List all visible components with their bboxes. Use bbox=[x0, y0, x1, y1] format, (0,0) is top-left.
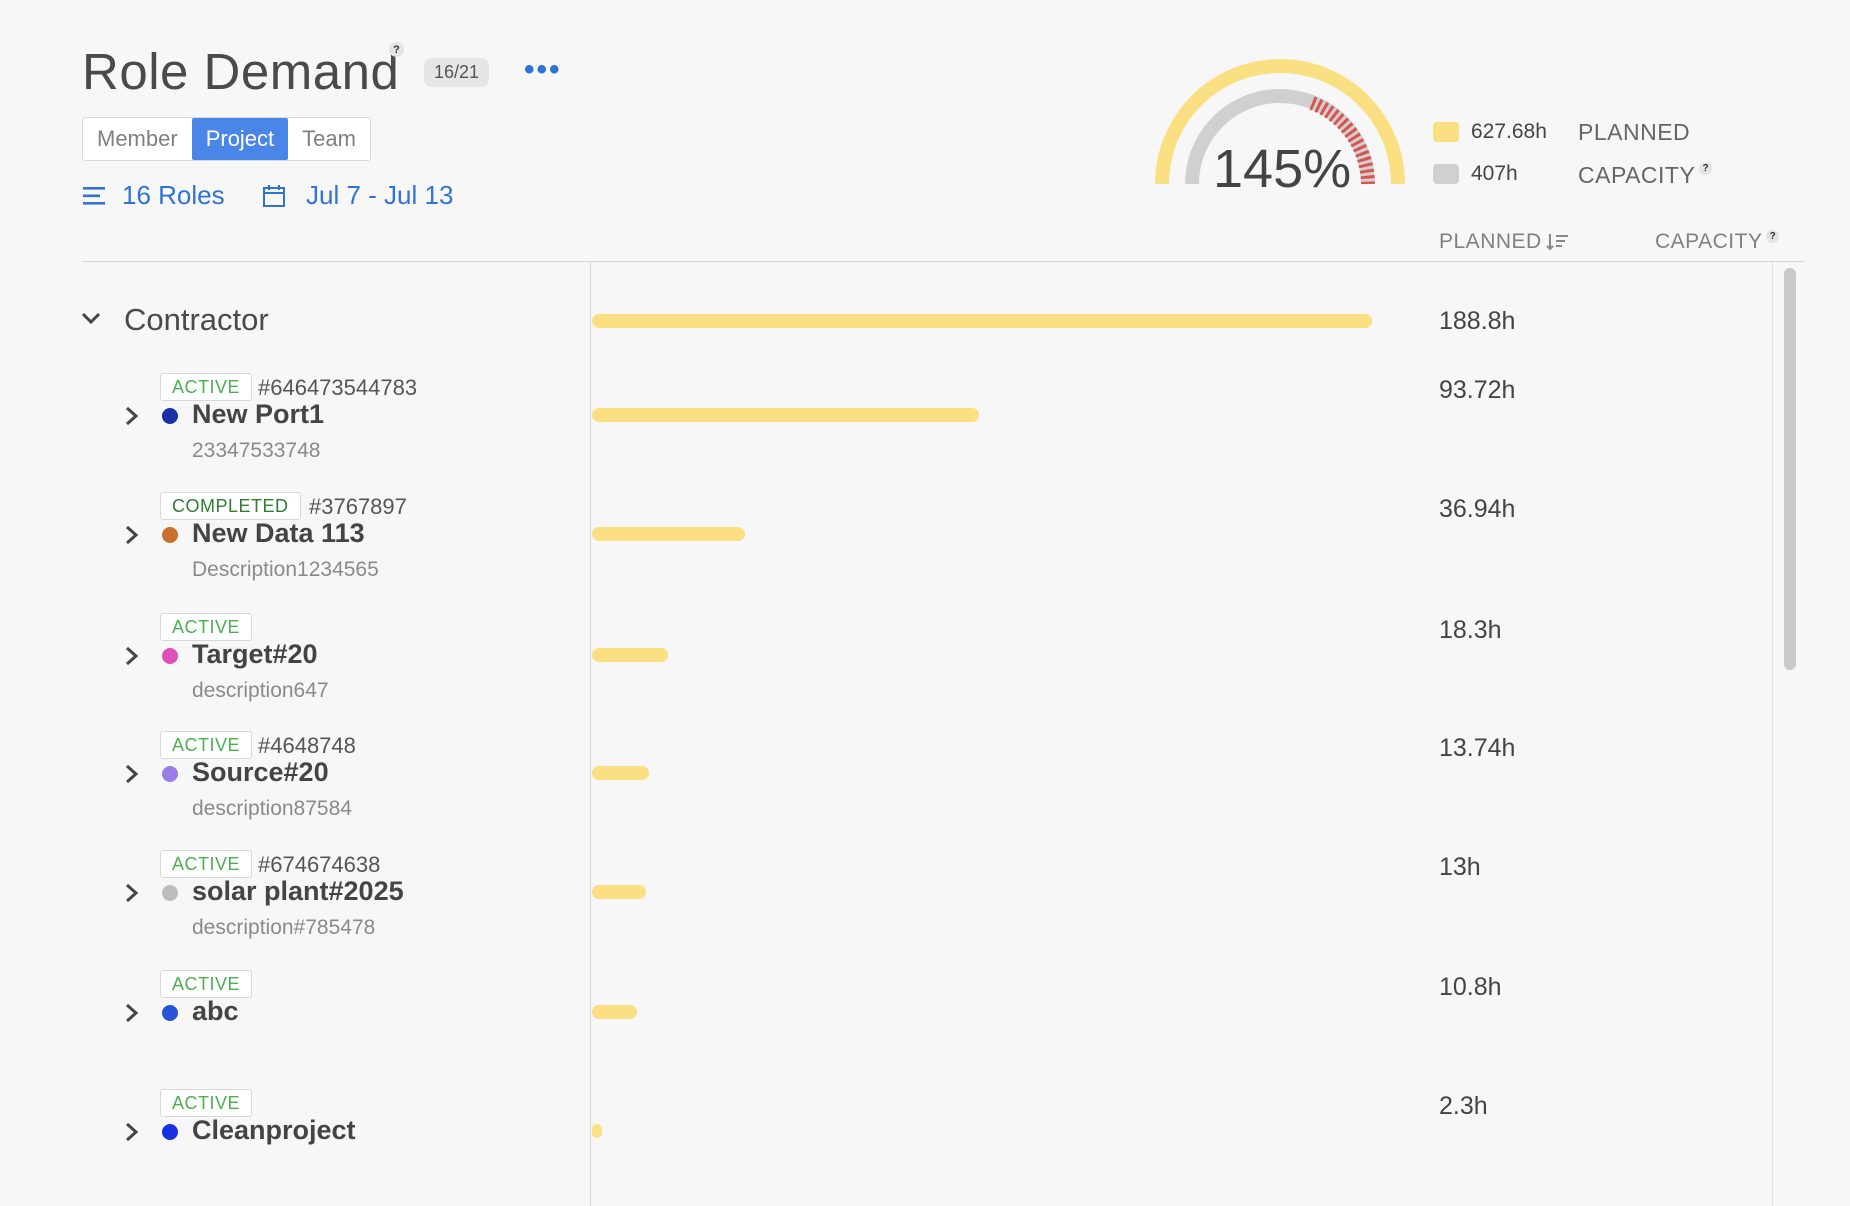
capacity-column-header[interactable]: CAPACITY ? bbox=[1655, 230, 1780, 254]
capacity-total: 407h bbox=[1471, 162, 1518, 185]
legend-planned-label: PLANNED bbox=[1578, 119, 1691, 145]
sort-icon[interactable] bbox=[1545, 232, 1570, 252]
project-planned-bar bbox=[592, 1124, 602, 1138]
project-planned-hours: 2.3h bbox=[1439, 1092, 1488, 1120]
capacity-column-label: CAPACITY bbox=[1655, 230, 1763, 253]
utilization-gauge bbox=[1155, 59, 1405, 185]
project-planned-bar bbox=[592, 885, 646, 899]
view-toggle: Member Project Team bbox=[82, 117, 371, 161]
planned-column-label: PLANNED bbox=[1439, 230, 1542, 253]
chevron-right-icon[interactable] bbox=[124, 1122, 140, 1142]
project-color-dot bbox=[162, 1124, 178, 1140]
project-name[interactable]: Source#20 bbox=[192, 757, 329, 787]
tab-team[interactable]: Team bbox=[302, 126, 356, 151]
chevron-right-icon[interactable] bbox=[124, 406, 140, 426]
status-badge: ACTIVE bbox=[160, 1089, 253, 1117]
list-icon bbox=[83, 186, 105, 205]
project-planned-hours: 36.94h bbox=[1439, 495, 1516, 523]
planned-arc bbox=[1155, 59, 1405, 185]
project-planned-bar bbox=[592, 1005, 637, 1019]
project-color-dot bbox=[162, 648, 178, 664]
legend-capacity-label-text: CAPACITY bbox=[1578, 162, 1696, 188]
roles-filter[interactable]: 16 Roles bbox=[82, 180, 225, 211]
over-capacity-arc bbox=[1309, 96, 1375, 185]
group-name[interactable]: Contractor bbox=[124, 302, 269, 337]
project-color-dot bbox=[162, 766, 178, 782]
project-color-dot bbox=[162, 1005, 178, 1021]
tab-project[interactable]: Project bbox=[191, 118, 289, 160]
status-badge: ACTIVE bbox=[160, 850, 253, 878]
planned-swatch bbox=[1433, 122, 1459, 142]
planned-column-header[interactable]: PLANNED bbox=[1439, 230, 1570, 254]
status-badge: ACTIVE bbox=[160, 373, 253, 401]
status-badge: ACTIVE bbox=[160, 731, 253, 759]
date-range-picker[interactable]: Jul 7 - Jul 13 bbox=[262, 180, 453, 211]
project-planned-bar bbox=[592, 766, 649, 780]
capacity-help-icon[interactable]: ? bbox=[1699, 162, 1713, 175]
capacity-arc bbox=[1185, 89, 1375, 185]
project-name[interactable]: solar plant#2025 bbox=[192, 876, 404, 906]
help-icon[interactable]: ? bbox=[389, 42, 404, 57]
project-description: Description1234565 bbox=[192, 558, 379, 581]
project-name[interactable]: New Data 113 bbox=[192, 518, 365, 548]
capacity-column-help-icon[interactable]: ? bbox=[1766, 230, 1780, 243]
capacity-swatch bbox=[1433, 164, 1459, 184]
calendar-icon bbox=[263, 184, 285, 207]
project-id: #4648748 bbox=[258, 733, 356, 758]
project-description: description87584 bbox=[192, 797, 352, 820]
page-title: Role Demand bbox=[82, 43, 400, 100]
project-name[interactable]: New Port1 bbox=[192, 399, 325, 429]
date-range-label: Jul 7 - Jul 13 bbox=[306, 180, 454, 210]
project-planned-hours: 18.3h bbox=[1439, 616, 1502, 644]
project-color-dot bbox=[162, 885, 178, 901]
scrollbar-thumb[interactable] bbox=[1784, 268, 1796, 670]
column-divider bbox=[590, 262, 591, 1206]
project-planned-bar bbox=[592, 648, 668, 662]
chevron-right-icon[interactable] bbox=[124, 883, 140, 903]
tab-member[interactable]: Member bbox=[97, 126, 178, 151]
project-name[interactable]: abc bbox=[192, 996, 239, 1026]
group-planned-hours: 188.8h bbox=[1439, 307, 1516, 335]
project-planned-hours: 13h bbox=[1439, 853, 1481, 881]
project-color-dot bbox=[162, 527, 178, 543]
project-color-dot bbox=[162, 408, 178, 424]
project-id: #646473544783 bbox=[258, 375, 418, 400]
project-id: #3767897 bbox=[309, 494, 407, 519]
chevron-down-icon[interactable] bbox=[80, 310, 102, 326]
capacity-column-divider bbox=[1772, 262, 1773, 1206]
status-badge: ACTIVE bbox=[160, 970, 253, 998]
project-name[interactable]: Target#20 bbox=[192, 639, 318, 669]
project-description: 23347533748 bbox=[192, 439, 321, 462]
project-planned-hours: 13.74h bbox=[1439, 734, 1516, 762]
project-planned-bar bbox=[592, 527, 745, 541]
chevron-right-icon[interactable] bbox=[124, 646, 140, 666]
chevron-right-icon[interactable] bbox=[124, 525, 140, 545]
group-planned-bar bbox=[592, 314, 1372, 328]
project-planned-bar bbox=[592, 408, 979, 422]
more-options-icon[interactable]: ••• bbox=[524, 53, 562, 86]
status-badge: COMPLETED bbox=[160, 492, 301, 520]
legend-planned: 627.68h bbox=[1433, 120, 1547, 144]
project-description: description#785478 bbox=[192, 916, 376, 939]
project-name[interactable]: Cleanproject bbox=[192, 1115, 356, 1145]
project-planned-hours: 10.8h bbox=[1439, 973, 1502, 1001]
legend-capacity: 407h bbox=[1433, 162, 1518, 186]
project-description: description647 bbox=[192, 679, 329, 702]
planned-total: 627.68h bbox=[1471, 120, 1547, 143]
header-divider bbox=[82, 261, 1804, 262]
project-planned-hours: 93.72h bbox=[1439, 376, 1516, 404]
status-badge: ACTIVE bbox=[160, 613, 253, 641]
role-count-badge: 16/21 bbox=[424, 58, 490, 87]
legend-capacity-label: CAPACITY ? bbox=[1578, 162, 1713, 189]
project-id: #674674638 bbox=[258, 852, 381, 877]
roles-filter-label: 16 Roles bbox=[122, 180, 225, 210]
chevron-right-icon[interactable] bbox=[124, 764, 140, 784]
chevron-right-icon[interactable] bbox=[124, 1003, 140, 1023]
gauge-percent: 145% bbox=[1213, 139, 1352, 199]
